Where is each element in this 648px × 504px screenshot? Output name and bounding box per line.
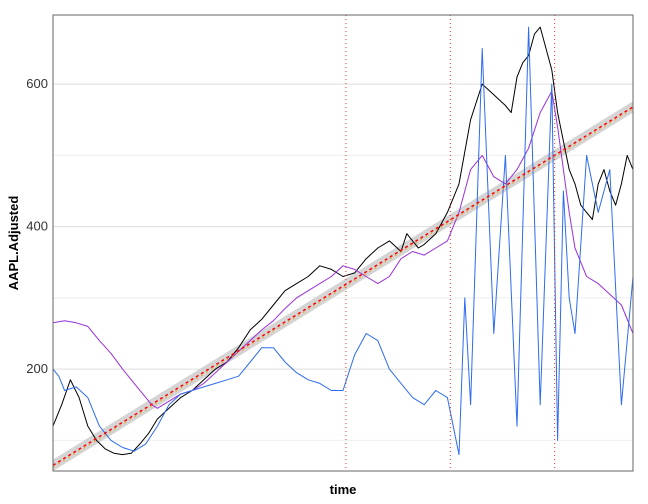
series-lines: [52, 26, 634, 456]
plot-area: [53, 15, 633, 471]
series-line-2: [52, 90, 634, 409]
y-axis-title: AAPL.Adjusted: [6, 196, 21, 291]
grid-lines: [53, 83, 633, 441]
plot-border: [52, 14, 634, 472]
series-line-1: [52, 26, 634, 456]
y-tick-label: 600: [26, 76, 48, 91]
y-tick-label: 200: [26, 361, 48, 376]
y-tick-label: 400: [26, 219, 48, 234]
y-axis-ticks: 200 400 600: [26, 76, 48, 376]
vertical-markers: [345, 15, 556, 471]
x-axis-title: time: [330, 482, 357, 497]
series-line-3: [52, 26, 634, 456]
